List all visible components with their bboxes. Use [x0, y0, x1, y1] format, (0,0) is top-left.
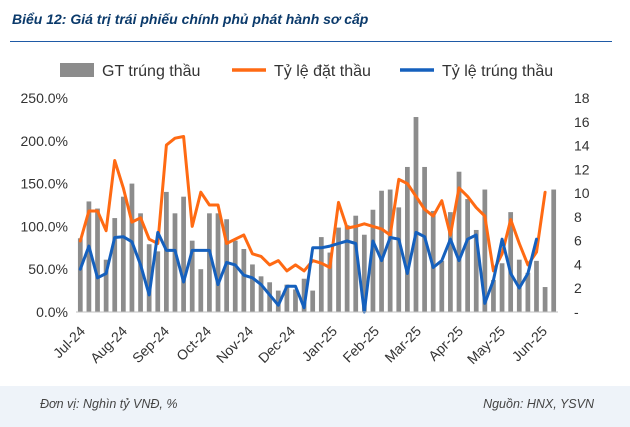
bar [499, 263, 505, 312]
x-tick-label: Dec-24 [255, 323, 298, 366]
bar [542, 287, 548, 312]
right-tick-label: 18 [574, 90, 590, 106]
bar [155, 251, 161, 312]
bar [146, 244, 152, 312]
bar [284, 284, 290, 312]
bar [430, 210, 436, 312]
bar [86, 201, 92, 312]
bar [353, 215, 359, 312]
left-tick-label: 200.0% [21, 133, 68, 149]
right-tick-label: 12 [574, 161, 590, 177]
x-tick-label: Jan-25 [299, 323, 341, 365]
x-tick-label: Nov-24 [213, 323, 256, 366]
bar [129, 183, 135, 312]
right-tick-label: 2 [574, 280, 582, 296]
chart-title: Biểu 12: Giá trị trái phiếu chính phủ ph… [12, 11, 369, 27]
x-tick-label: Sep-24 [129, 323, 172, 366]
bar [198, 269, 204, 312]
x-tick-label: Apr-25 [425, 323, 466, 364]
bar [525, 272, 531, 312]
bar [405, 166, 410, 312]
bid-ratio-line [78, 135, 547, 273]
bar [448, 212, 453, 312]
bar [95, 208, 100, 312]
bar [215, 213, 221, 312]
x-tick-label: Mar-25 [381, 323, 424, 366]
bar [379, 190, 384, 312]
right-tick-label: 6 [574, 233, 582, 249]
bar [439, 260, 445, 312]
right-tick-label: 16 [574, 114, 590, 130]
bar [344, 225, 350, 312]
legend-label: Tỷ lệ trúng thầu [442, 63, 553, 80]
bar [301, 278, 307, 312]
bar [275, 290, 281, 312]
legend-swatch-bar [60, 63, 94, 77]
bar [250, 264, 255, 312]
bar [370, 209, 376, 312]
bar [551, 189, 557, 312]
bar [413, 117, 419, 313]
bar [508, 212, 514, 312]
x-tick-label: Jul-24 [50, 323, 88, 361]
x-tick-label: Jun-25 [509, 323, 551, 365]
right-tick-label: 4 [574, 256, 582, 272]
bar [482, 189, 488, 312]
bar [258, 276, 264, 312]
left-tick-label: 150.0% [21, 176, 68, 192]
x-tick-label: Aug-24 [87, 323, 130, 366]
left-tick-label: 50.0% [28, 261, 68, 277]
left-axis: 0.0% 50.0% 100.0% 150.0% 200.0% 250.0% [21, 90, 68, 320]
left-tick-label: 100.0% [21, 218, 68, 234]
legend: GT trúng thầu Tỷ lệ đặt thầu Tỷ lệ trúng t… [60, 63, 553, 80]
bar [387, 189, 393, 312]
bar [164, 191, 169, 312]
bar [189, 240, 195, 312]
bar [456, 171, 462, 312]
legend-label: GT trúng thầu [102, 63, 200, 80]
bar [396, 207, 402, 312]
bar [336, 227, 341, 312]
x-tick-label: May-25 [464, 323, 508, 367]
win-ratio-line [78, 230, 538, 314]
bar [181, 196, 186, 312]
bar [103, 259, 109, 312]
footer-unit: Đơn vị: Nghìn tỷ VNĐ, % [40, 397, 178, 411]
bar [361, 234, 367, 312]
bar [534, 260, 539, 312]
left-tick-label: 0.0% [36, 304, 68, 320]
footer-band [0, 386, 630, 427]
footer-source: Nguồn: HNX, YSVN [483, 397, 594, 411]
x-tick-label: Oct-24 [173, 323, 214, 364]
right-tick-label: 8 [574, 209, 582, 225]
line-series [78, 135, 547, 314]
bar [310, 290, 316, 312]
bar [241, 248, 247, 312]
right-tick-label: 14 [574, 138, 590, 154]
bar [491, 279, 496, 312]
title-rule [10, 41, 612, 42]
bar [77, 238, 83, 312]
right-axis: - 2 4 6 8 10 12 14 16 18 [574, 90, 590, 320]
right-tick-label: 10 [574, 185, 590, 201]
x-tick-label: Feb-25 [339, 323, 382, 366]
bar [327, 252, 333, 312]
bar [120, 196, 126, 312]
bar [172, 213, 178, 312]
bar [207, 213, 212, 312]
bar [473, 229, 479, 312]
left-tick-label: 250.0% [21, 90, 68, 106]
bar [112, 218, 118, 312]
right-tick-label: - [574, 304, 579, 320]
legend-label: Tỷ lệ đặt thầu [274, 63, 371, 80]
bar [465, 199, 470, 312]
bar [318, 237, 324, 312]
bar [293, 289, 298, 312]
bar [232, 240, 238, 312]
